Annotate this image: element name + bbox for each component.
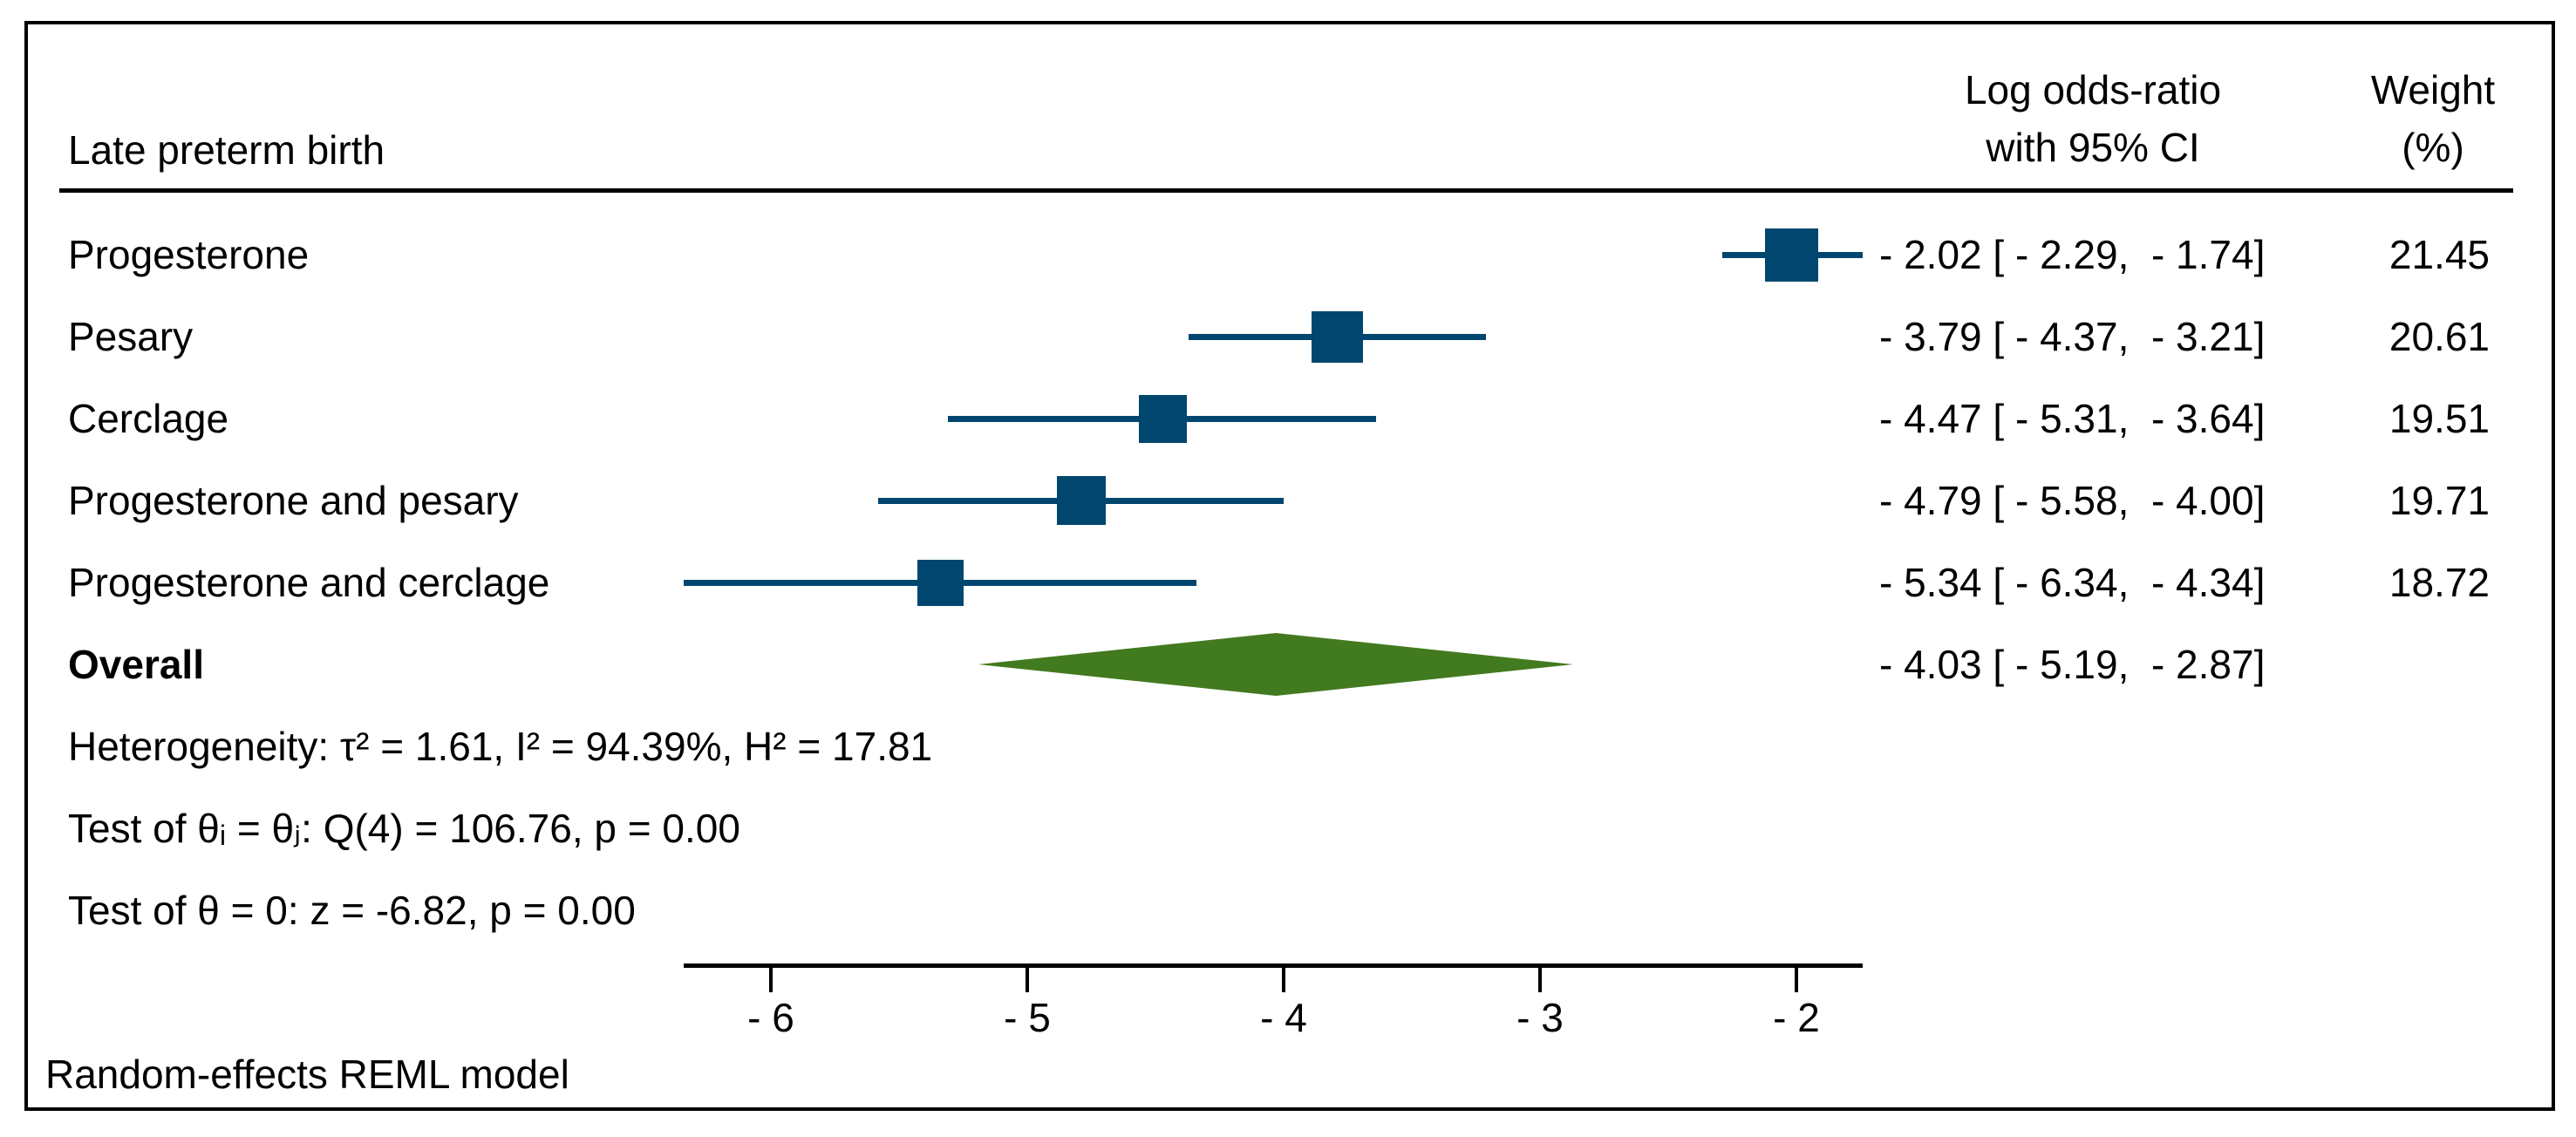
effect-column-header-line1: Log odds-ratio	[1964, 67, 2222, 112]
x-axis-tick-label: - 2	[1773, 995, 1820, 1040]
x-axis-tick	[1795, 968, 1798, 992]
study-marker	[1764, 228, 1818, 282]
study-ci-text: - 2.02 [ - 2.29, - 1.74]	[1879, 232, 2266, 277]
study-weight: 19.51	[2389, 396, 2490, 441]
study-ci-text: - 5.34 [ - 6.34, - 4.34]	[1879, 560, 2266, 605]
overall-ci-text: - 4.03 [ - 5.19, - 2.87]	[1879, 642, 2266, 687]
study-weight: 21.45	[2389, 232, 2490, 277]
effect-column-header: Log odds-ratio with 95% CI	[1901, 61, 2285, 176]
x-axis-tick	[769, 968, 773, 992]
study-ci-text: - 3.79 [ - 4.37, - 3.21]	[1879, 314, 2266, 359]
heterogeneity-stats: Heterogeneity: τ² = 1.61, I² = 94.39%, H…	[68, 724, 933, 769]
test-overall-stats: Test of θ = 0: z = -6.82, p = 0.00	[68, 888, 636, 933]
x-axis-tick	[1282, 968, 1285, 992]
overall-diamond	[978, 633, 1574, 696]
x-axis-tick	[1538, 968, 1542, 992]
study-weight: 20.61	[2389, 314, 2490, 359]
x-axis-tick-label: - 3	[1516, 995, 1564, 1040]
effect-column-header-line2: with 95% CI	[1986, 125, 2200, 170]
overall-label: Overall	[68, 642, 204, 687]
study-label: Pesary	[68, 314, 194, 359]
x-axis-tick	[1026, 968, 1029, 992]
x-axis-tick-label: - 5	[1004, 995, 1051, 1040]
study-label: Progesterone	[68, 232, 310, 277]
plot-frame	[24, 21, 2555, 1111]
weight-column-header: Weight (%)	[2337, 61, 2529, 176]
study-marker	[917, 559, 964, 606]
study-label: Cerclage	[68, 396, 229, 441]
weight-column-header-line2: (%)	[2402, 125, 2464, 170]
x-axis-tick-label: - 4	[1260, 995, 1307, 1040]
x-axis-line	[684, 963, 1864, 968]
study-weight: 18.72	[2389, 560, 2490, 605]
study-ci-text: - 4.47 [ - 5.31, - 3.64]	[1879, 396, 2266, 441]
study-marker	[1139, 394, 1188, 443]
study-label: Progesterone and pesary	[68, 478, 519, 523]
study-ci-text: - 4.79 [ - 5.58, - 4.00]	[1879, 478, 2266, 523]
study-weight: 19.71	[2389, 478, 2490, 523]
study-marker	[1312, 310, 1364, 363]
weight-column-header-line1: Weight	[2370, 67, 2496, 112]
study-label: Progesterone and cerclage	[68, 560, 550, 605]
model-note: Random-effects REML model	[45, 1052, 569, 1097]
header-separator-line	[59, 188, 2513, 193]
group-title: Late preterm birth	[68, 127, 385, 173]
study-marker	[1056, 476, 1106, 525]
x-axis-tick-label: - 6	[747, 995, 794, 1040]
test-between-stats: Test of θᵢ = θⱼ: Q(4) = 106.76, p = 0.00	[68, 806, 740, 851]
